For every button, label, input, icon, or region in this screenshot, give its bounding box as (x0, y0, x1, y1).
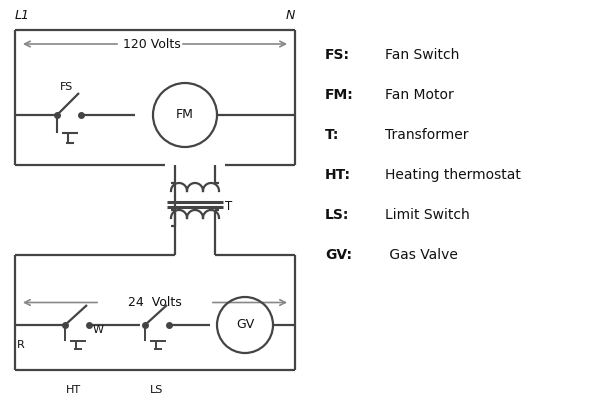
Text: T:: T: (325, 128, 339, 142)
Text: Heating thermostat: Heating thermostat (385, 168, 521, 182)
Text: Transformer: Transformer (385, 128, 468, 142)
Text: Limit Switch: Limit Switch (385, 208, 470, 222)
Text: L1: L1 (15, 9, 30, 22)
Text: LS: LS (150, 385, 163, 395)
Text: R: R (17, 340, 25, 350)
Text: FM:: FM: (325, 88, 354, 102)
Text: 24  Volts: 24 Volts (128, 296, 182, 309)
Text: FS: FS (60, 82, 73, 92)
Text: T: T (225, 200, 232, 212)
Text: 120 Volts: 120 Volts (123, 38, 181, 50)
Text: GV:: GV: (325, 248, 352, 262)
Text: N: N (286, 9, 295, 22)
Text: W: W (93, 325, 104, 335)
Text: HT:: HT: (325, 168, 351, 182)
Text: Gas Valve: Gas Valve (385, 248, 458, 262)
Text: LS:: LS: (325, 208, 349, 222)
Text: FM: FM (176, 108, 194, 122)
Text: HT: HT (65, 385, 81, 395)
Text: Fan Switch: Fan Switch (385, 48, 460, 62)
Text: GV: GV (236, 318, 254, 332)
Text: Fan Motor: Fan Motor (385, 88, 454, 102)
Text: FS:: FS: (325, 48, 350, 62)
